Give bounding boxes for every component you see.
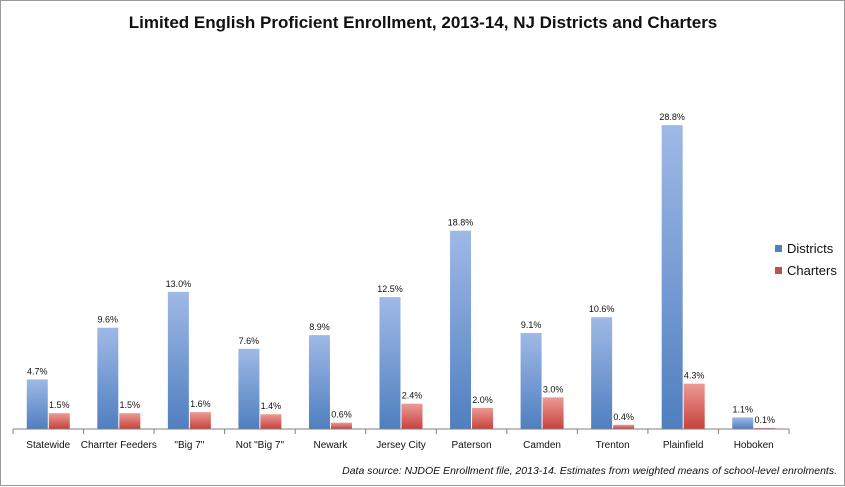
bar-districts — [379, 297, 401, 429]
x-tick-label: Statewide — [26, 440, 70, 451]
bar-districts — [450, 230, 472, 429]
x-tick-label: Camden — [523, 440, 561, 451]
bar-districts — [238, 348, 260, 429]
data-label-districts: 7.6% — [239, 336, 260, 346]
x-tick-label: Newark — [314, 440, 349, 451]
x-tick-label: Hoboken — [734, 440, 774, 451]
legend-swatch-charters — [775, 267, 782, 274]
x-tick-label: Not "Big 7" — [236, 440, 285, 451]
x-tick-label: Charrter Feeders — [81, 440, 157, 451]
bar-charters — [754, 427, 776, 429]
bar-charters — [119, 413, 141, 429]
data-label-districts: 1.1% — [732, 404, 753, 414]
bar-districts — [26, 379, 48, 429]
bar-charters — [260, 414, 282, 429]
data-label-charters: 2.4% — [402, 391, 423, 401]
x-tick-label: "Big 7" — [174, 440, 204, 451]
bar-charters — [542, 397, 564, 429]
data-label-districts: 9.1% — [521, 320, 542, 330]
bar-charters — [613, 424, 635, 429]
data-label-charters: 2.0% — [472, 395, 493, 405]
bar-districts — [591, 317, 613, 429]
data-label-districts: 12.5% — [377, 284, 403, 294]
bar-districts — [520, 332, 542, 429]
x-tick-label: Paterson — [452, 440, 492, 451]
bar-charters — [189, 412, 211, 429]
data-label-charters: 0.1% — [754, 415, 775, 425]
legend: Districts Charters — [775, 241, 837, 278]
x-tick-label: Plainfield — [663, 440, 704, 451]
legend-swatch-districts — [775, 245, 782, 252]
bar-charters — [330, 422, 352, 429]
data-label-districts: 4.7% — [27, 366, 48, 376]
data-label-districts: 10.6% — [589, 304, 615, 314]
source-note: Data source: NJDOE Enrollment file, 2013… — [342, 465, 837, 477]
x-tick-label: Jersey City — [376, 440, 425, 451]
data-label-districts: 13.0% — [166, 279, 192, 289]
data-label-charters: 1.6% — [190, 399, 211, 409]
bar-districts — [97, 327, 119, 429]
chart-title: Limited English Proficient Enrollment, 2… — [129, 13, 718, 32]
bar-charters — [401, 403, 423, 429]
data-label-charters: 3.0% — [543, 384, 564, 394]
bar-districts — [308, 335, 330, 429]
legend-label-districts: Districts — [787, 241, 834, 256]
bar-charters — [683, 383, 705, 429]
data-label-districts: 9.6% — [98, 315, 119, 325]
plot-area: Statewide 4.7% 1.5% Charrter Feeders 9.6% 1.5… — [12, 112, 790, 451]
data-label-charters: 4.3% — [684, 371, 705, 381]
data-label-charters: 0.6% — [331, 410, 352, 420]
x-tick-label: Trenton — [596, 440, 630, 451]
data-label-charters: 0.4% — [613, 412, 634, 422]
bar-districts — [661, 125, 683, 429]
bar-districts — [167, 291, 189, 429]
data-label-charters: 1.5% — [49, 400, 70, 410]
data-label-charters: 1.5% — [120, 400, 141, 410]
bar-charters — [472, 407, 494, 429]
legend-label-charters: Charters — [787, 263, 837, 278]
bar-charters — [48, 413, 70, 429]
data-label-districts: 28.8% — [659, 112, 685, 122]
bar-districts — [732, 417, 754, 429]
data-label-charters: 1.4% — [261, 401, 282, 411]
data-label-districts: 8.9% — [309, 322, 330, 332]
data-label-districts: 18.8% — [448, 218, 474, 228]
